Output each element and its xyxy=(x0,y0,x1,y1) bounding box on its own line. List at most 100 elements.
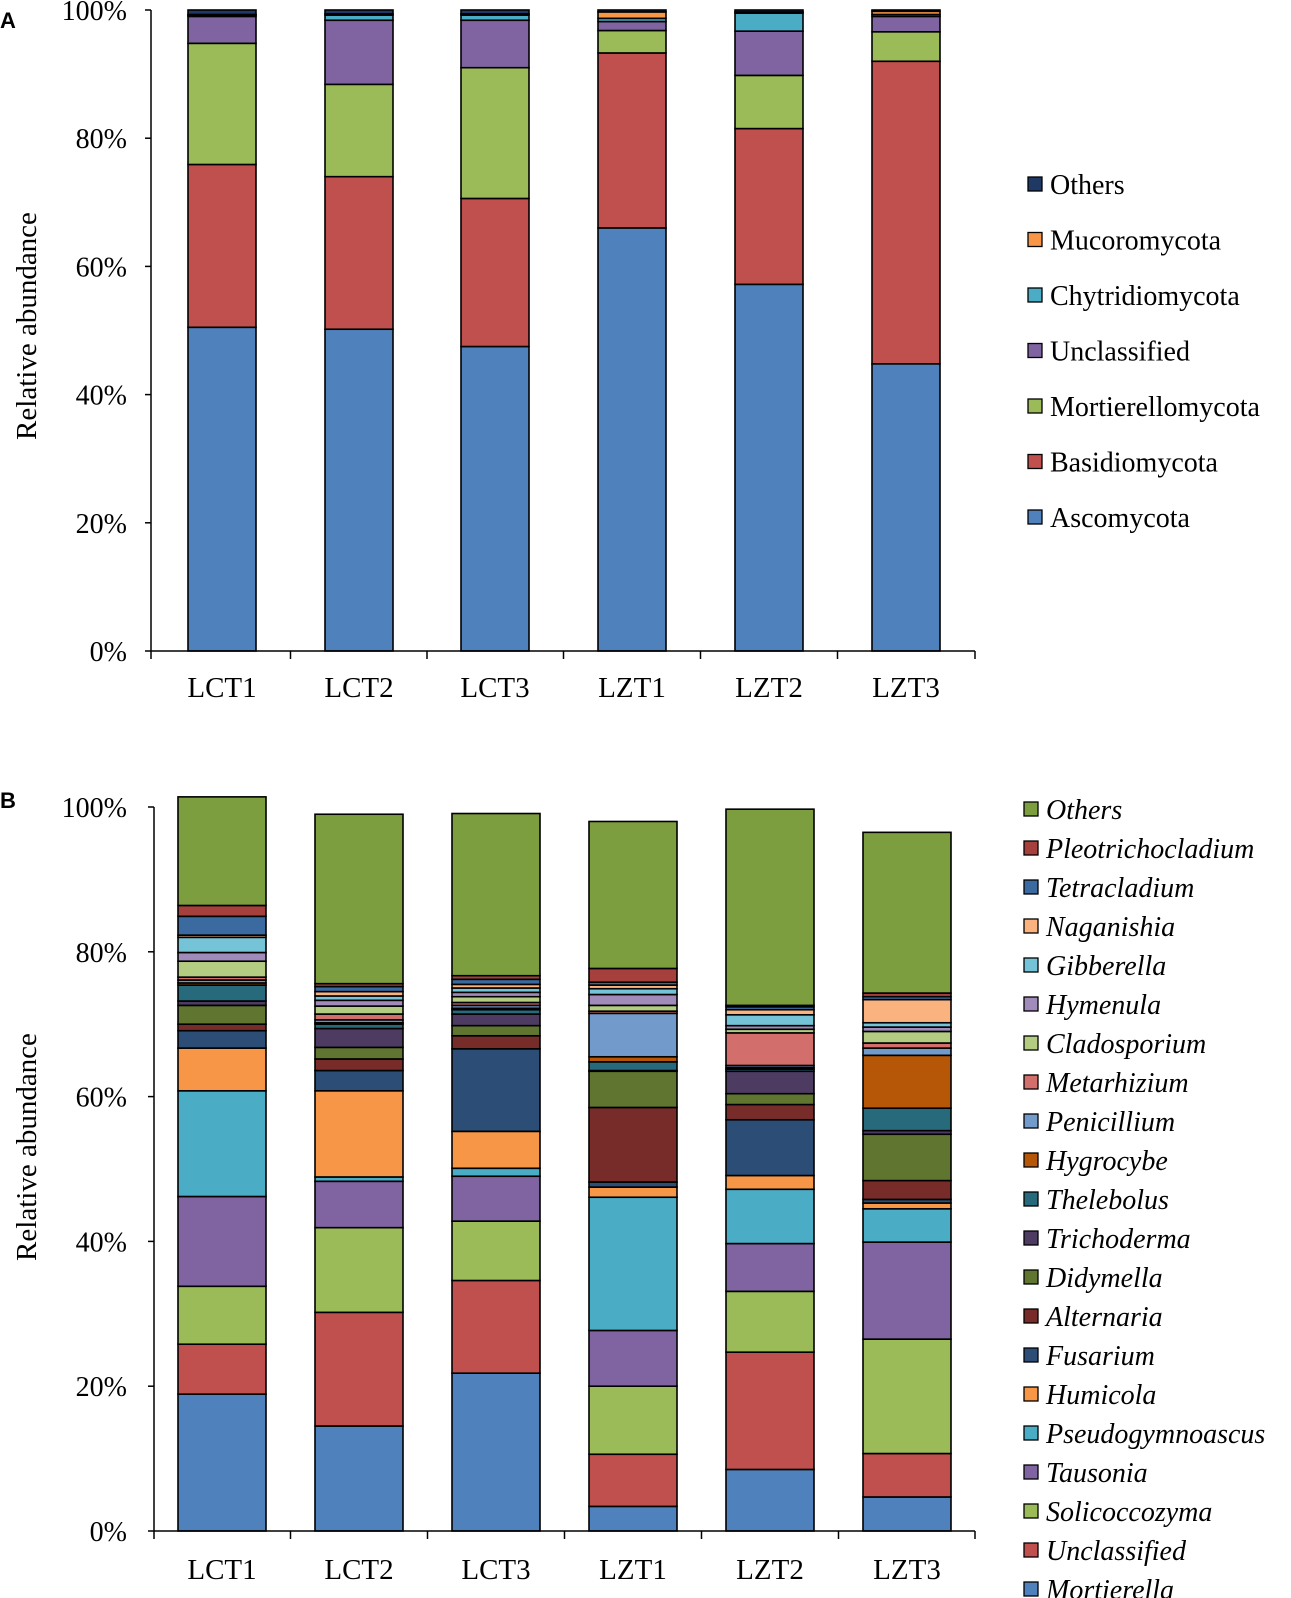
panel-a-legend-swatch-mortierellomycota xyxy=(1027,398,1043,414)
panel-a-bar-lct1-mortierellomycota xyxy=(187,42,257,166)
panel-b-bar-lzt3-mortierella xyxy=(862,1496,952,1532)
panel-b-bar-lzt2-mortierella xyxy=(725,1468,815,1532)
panel-b-bar-lct1-hymenula xyxy=(177,951,267,963)
panel-b-bar-lzt2-metarhizium xyxy=(725,1032,815,1067)
panel-b-bar-lzt2-humicola xyxy=(725,1174,815,1191)
panel-b-bar-lct2-others xyxy=(314,813,404,985)
panel-b-plot-area: 0% 20% 40% 60% 80% 100% LCT1 LCT2 LCT3 LZT1 LZT2 LZ… xyxy=(62,793,976,1586)
panel-b-bar-lct1-humicola xyxy=(177,1047,267,1092)
panel-a-legend-label-ascomycota: Ascomycota xyxy=(1050,503,1191,534)
panel-b-bar-lct1-solicoccozyma xyxy=(177,1285,267,1346)
panel-b-y-tick-label: 40% xyxy=(76,1227,127,1258)
panel-b-legend-label-penicillium: Penicillium xyxy=(1045,1107,1175,1138)
panel-a-plot-area: 0% 20% 40% 60% 80% 100% LCT1 LCT2 LCT3 LZT1 LZT2 LZ… xyxy=(62,0,976,704)
panel-b-bar-lct2-didymella xyxy=(314,1046,404,1060)
panel-b-bar-lct3-humicola xyxy=(451,1130,541,1170)
panel-b-legend-swatch-trichoderma xyxy=(1023,1230,1039,1246)
panel-b-bar-lzt1-penicillium xyxy=(588,1012,678,1058)
panel-b-bar-lct2-fusarium xyxy=(314,1069,404,1092)
panel-b-bar-lzt1-solicoccozyma xyxy=(588,1385,678,1456)
panel-b-legend-label-thelebolus: Thelebolus xyxy=(1046,1185,1169,1216)
panel-a-bar-lct1-ascomycota xyxy=(187,326,257,652)
panel-b-bar-lzt2-trichoderma xyxy=(725,1070,815,1095)
panel-a-y-tick-label: 40% xyxy=(76,381,127,412)
panel-b-bar-lct1-others xyxy=(177,796,267,907)
panel-b-bar-lct3-fusarium xyxy=(451,1048,541,1133)
panel-a-bar-lct1-unclassified xyxy=(187,15,257,45)
panel-a-x-tick-label-lct3: LCT3 xyxy=(460,672,529,704)
panel-a-bar-lct1-basidiomycota xyxy=(187,163,257,329)
panel-a-bar-lct3-ascomycota xyxy=(460,345,530,652)
panel-b-y-tick-label: 80% xyxy=(76,938,127,969)
panel-b-legend-swatch-naganishia xyxy=(1023,918,1039,934)
panel-a-legend-swatch-ascomycota xyxy=(1027,509,1043,525)
panel-b-bar-lzt3-tausonia xyxy=(862,1241,952,1340)
panel-a-y-tick-label: 0% xyxy=(90,637,127,668)
panel-b-bar-lct2-mortierella xyxy=(314,1425,404,1532)
panel-a-bar-lct2-ascomycota xyxy=(324,328,394,652)
panel-b-legend: Others Pleotrichocladium Tetracladium Nagan… xyxy=(1023,795,1265,1598)
panel-a-bar-lct2-unclassified xyxy=(324,19,394,86)
panel-b-bar-lzt2-fusarium xyxy=(725,1118,815,1177)
panel-b-bar-lzt1-didymella xyxy=(588,1070,678,1109)
panel-a-legend-swatch-chytridiomycota xyxy=(1027,287,1043,303)
panel-b-legend-label-pleotrichocladium: Pleotrichocladium xyxy=(1045,834,1254,865)
panel-b-bar-lct1-tausonia xyxy=(177,1195,267,1288)
panel-a-x-tick-label-lct2: LCT2 xyxy=(324,672,393,704)
panel-b-legend-swatch-penicillium xyxy=(1023,1113,1039,1129)
panel-b-bar-lct1-didymella xyxy=(177,1004,267,1025)
panel-b-legend-swatch-didymella xyxy=(1023,1269,1039,1285)
panel-b-bar-lzt2-tausonia xyxy=(725,1242,815,1293)
panel-a-bar-lzt2-chytridiomycota xyxy=(734,12,804,32)
panel-b-bar-lct2-alternaria xyxy=(314,1058,404,1072)
panel-a-bar-lzt3-unclassified xyxy=(871,15,941,33)
panel-a-legend-label-chytridiomycota: Chytridiomycota xyxy=(1050,281,1240,312)
panel-b-bar-lzt1-humicola xyxy=(588,1186,678,1199)
panel-a-chart: A Relative abundance 0% 20% 40% 60% 80% 100% L… xyxy=(0,0,1261,704)
panel-b-bar-lct3-mortierella xyxy=(451,1372,541,1532)
panel-a-x-tick-label-lzt3: LZT3 xyxy=(872,672,940,704)
panel-b-legend-swatch-gibberella xyxy=(1023,957,1039,973)
panel-a-legend-label-mucoromycota: Mucoromycota xyxy=(1050,226,1222,257)
panel-b-legend-swatch-solicoccozyma xyxy=(1023,1503,1039,1519)
panel-a-bar-lct2-others xyxy=(324,9,394,15)
panel-b-legend-swatch-fusarium xyxy=(1023,1347,1039,1363)
panel-b-bar-lct1-gibberella xyxy=(177,936,267,954)
panel-a-bar-lzt1-basidiomycota xyxy=(597,52,667,229)
panel-a-legend-swatch-others xyxy=(1027,176,1043,192)
panel-b-legend-label-unclassified: Unclassified xyxy=(1046,1536,1187,1567)
panel-a-bar-lzt1-others xyxy=(597,9,667,13)
panel-b-bar-lzt1-pleotrichocladium xyxy=(588,967,678,984)
panel-b-legend-swatch-thelebolus xyxy=(1023,1191,1039,1207)
panel-b-bar-lct3-trichoderma xyxy=(451,1013,541,1027)
panel-b-legend-label-tausonia: Tausonia xyxy=(1046,1458,1148,1489)
panel-a-letter: A xyxy=(0,8,16,33)
panel-b-bar-lct2-unclassified xyxy=(314,1311,404,1427)
panel-b-bar-lct3-cladosporium xyxy=(451,995,541,1004)
panel-b-bar-lzt3-naganishia xyxy=(862,998,952,1024)
panel-b-x-tick-label-lct1: LCT1 xyxy=(187,1554,256,1586)
panel-b-bar-lzt3-cladosporium xyxy=(862,1030,952,1044)
panel-b-bar-lct1-fusarium xyxy=(177,1029,267,1049)
panel-b-y-tick-label: 0% xyxy=(90,1517,127,1548)
panel-a-legend-label-others: Others xyxy=(1050,170,1125,201)
panel-a-bar-lct3-mortierellomycota xyxy=(460,66,530,200)
panel-b-legend-label-trichoderma: Trichoderma xyxy=(1046,1224,1191,1255)
panel-b-bar-lct2-tausonia xyxy=(314,1180,404,1229)
panel-a-y-axis-label: Relative abundance xyxy=(11,212,43,440)
panel-a-bar-lzt3-ascomycota xyxy=(871,363,941,652)
panel-b-bar-lzt1-pseudogymnoascus xyxy=(588,1196,678,1332)
panel-a-legend-label-mortierellomycota: Mortierellomycota xyxy=(1050,392,1261,423)
panel-a-legend: Others Mucoromycota Chytridiomycota Unclass… xyxy=(1027,170,1261,534)
panel-a-bar-lct3-unclassified xyxy=(460,19,530,69)
panel-a-bar-lzt1-ascomycota xyxy=(597,227,667,652)
panel-a-legend-label-unclassified: Unclassified xyxy=(1050,337,1190,368)
panel-b-bar-lzt1-unclassified xyxy=(588,1453,678,1508)
panel-b-bar-lzt3-unclassified xyxy=(862,1452,952,1498)
panel-a-legend-swatch-mucoromycota xyxy=(1027,231,1043,248)
panel-b-legend-label-pseudogymnoascus: Pseudogymnoascus xyxy=(1045,1419,1265,1450)
panel-b-bar-lzt1-thelebolus xyxy=(588,1061,678,1072)
panel-b-bar-lzt3-penicillium xyxy=(862,1047,952,1057)
panel-b-x-tick-label-lct3: LCT3 xyxy=(461,1554,530,1586)
panel-b-legend-swatch-others xyxy=(1023,801,1039,817)
